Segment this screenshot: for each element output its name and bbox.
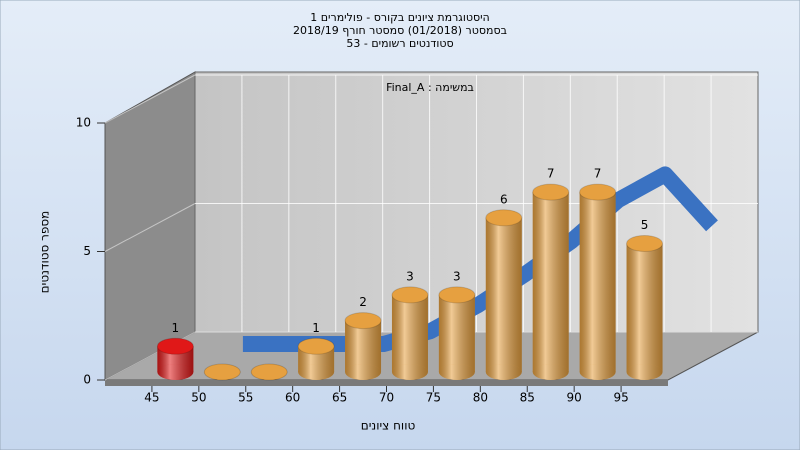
bar-shade	[391, 294, 428, 372]
title-line: היסטוגרמת ציונים בקורס - פולימרים 1	[310, 11, 489, 24]
x-tick-label: 75	[426, 391, 441, 405]
y-tick-label: 0	[83, 373, 91, 387]
bar-shade	[579, 192, 616, 372]
grid-line	[104, 74, 196, 124]
bar-top	[579, 183, 617, 201]
bar-bottom-shade	[626, 364, 663, 380]
bar-group: 6	[485, 192, 523, 380]
bar-top	[532, 183, 570, 201]
bar-group: 7	[579, 167, 617, 380]
bar-group: 2	[344, 295, 382, 380]
x-axis-label: טווח ציונים	[361, 419, 416, 433]
bar-label: 6	[500, 192, 508, 206]
bar-top	[438, 286, 476, 304]
annotation: Final_A : במשימה	[386, 81, 474, 94]
x-tick-label: 45	[144, 391, 159, 405]
bar-label: 1	[312, 321, 320, 335]
bar-bottom-shade	[345, 364, 382, 380]
bar-group: 5	[626, 218, 664, 380]
floor-edge	[105, 380, 668, 386]
bar-bottom-shade	[157, 364, 194, 380]
y-tick-label: 10	[76, 116, 91, 130]
bar-bottom-shade	[298, 364, 335, 380]
bar-label: 5	[641, 218, 649, 232]
bar-label: 3	[406, 269, 414, 283]
bar-top	[485, 209, 523, 227]
bar-bottom-shade	[391, 364, 428, 380]
bar-label: 2	[359, 295, 367, 309]
x-tick-label: 50	[191, 391, 206, 405]
bar-top	[391, 286, 429, 304]
bar-label: 3	[453, 269, 461, 283]
bar-group: 3	[391, 269, 429, 380]
bar-top	[250, 363, 288, 381]
bar-group	[203, 363, 241, 381]
bar-bottom-shade	[438, 364, 475, 380]
bar-bottom-shade	[485, 364, 522, 380]
bar-shade	[345, 320, 382, 372]
bar-group: 3	[438, 269, 476, 380]
x-tick-label: 70	[379, 391, 394, 405]
bar-bottom-shade	[579, 364, 616, 380]
left-wall	[104, 71, 196, 381]
bar-top	[156, 337, 194, 355]
bar-bottom-shade	[532, 364, 569, 380]
grid-line	[104, 203, 196, 252]
bar-group: 7	[532, 167, 570, 380]
bar-shade	[626, 243, 663, 372]
bar-top	[626, 235, 664, 252]
x-tick-label: 95	[613, 391, 628, 405]
bar-top	[344, 312, 382, 330]
y-tick-label: 5	[83, 244, 91, 258]
title-line: סטודנטים רשומים - 53	[346, 37, 453, 50]
bar-shade	[485, 217, 522, 372]
bar-top	[203, 363, 241, 381]
bar-label: 7	[547, 167, 555, 181]
bar-shade	[532, 192, 569, 372]
y-axis-label: מספר סטודנטים	[38, 211, 52, 294]
x-tick-label: 65	[332, 391, 347, 405]
x-tick-label: 55	[238, 391, 253, 405]
bar-label: 1	[172, 321, 180, 335]
x-tick-label: 85	[520, 391, 535, 405]
x-tick-label: 90	[567, 391, 582, 405]
title-line: בסמסטר (01/2018) סמסטר חורף 2018/19	[293, 24, 507, 37]
bar-shade	[438, 294, 475, 372]
bar-group	[250, 363, 288, 381]
x-tick-label: 80	[473, 391, 488, 405]
bar-label: 7	[594, 167, 602, 181]
x-tick-label: 60	[285, 391, 300, 405]
bar-group: 1	[156, 321, 194, 380]
bar-top	[297, 337, 335, 355]
bar-group: 1	[297, 321, 335, 380]
